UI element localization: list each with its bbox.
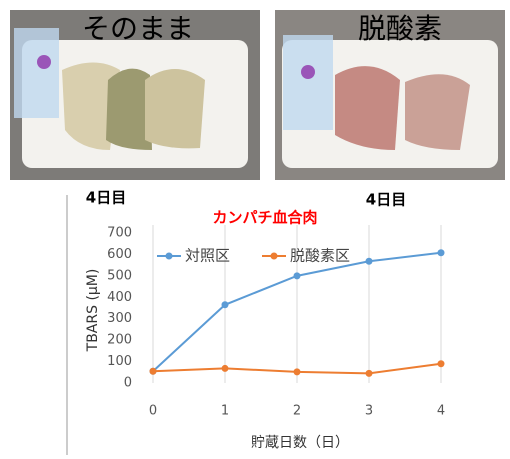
data-point: [293, 368, 301, 376]
y-tick-label: 500: [107, 268, 132, 283]
y-tick-label: 700: [107, 226, 132, 241]
x-axis-label: 貯蔵日数（日）: [251, 435, 349, 451]
y-tick-label: 400: [107, 290, 132, 305]
data-point: [149, 367, 157, 375]
legend-label: 対照区: [185, 247, 230, 265]
photo-label: 脱酸素: [358, 12, 442, 45]
x-tick-label: 1: [221, 404, 229, 419]
y-tick-label: 0: [124, 376, 132, 391]
photo-caption: 4日目: [366, 191, 406, 209]
y-tick-label: 300: [107, 311, 132, 326]
data-point: [293, 272, 301, 280]
data-point: [221, 364, 229, 372]
data-point: [365, 369, 373, 377]
y-tick-label: 100: [107, 354, 132, 369]
photo-caption: 4日目: [86, 189, 126, 207]
chart-title: カンパチ血合肉: [212, 209, 317, 227]
x-tick-label: 2: [293, 404, 301, 419]
data-point: [437, 249, 445, 257]
y-tick-label: 600: [107, 247, 132, 262]
photo: 脱酸素: [275, 10, 505, 180]
x-tick-label: 4: [437, 404, 445, 419]
legend-label: 脱酸素区: [290, 247, 350, 265]
photo: そのまま: [10, 10, 260, 180]
x-tick-label: 0: [149, 404, 157, 419]
photo-label: そのまま: [82, 12, 194, 45]
x-tick-label: 3: [365, 404, 373, 419]
legend-swatch: [165, 252, 173, 260]
data-point: [221, 301, 229, 309]
y-tick-label: 200: [107, 333, 132, 348]
y-axis-label: TBARS (μM): [85, 269, 101, 353]
data-point: [365, 257, 373, 265]
data-point: [437, 360, 445, 368]
legend-swatch: [270, 252, 278, 260]
